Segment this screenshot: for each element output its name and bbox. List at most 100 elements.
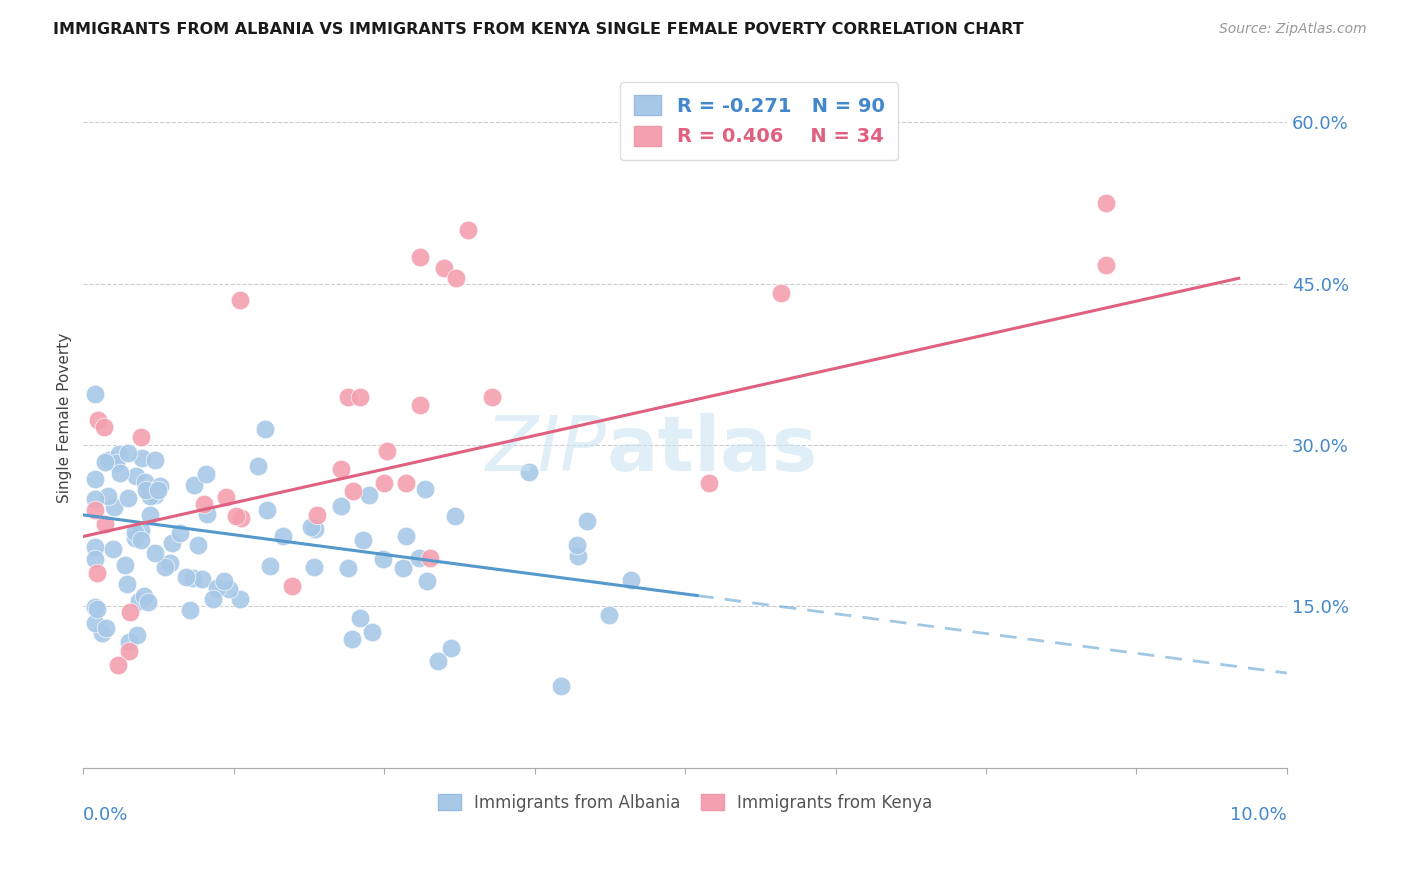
Point — [302, 559, 325, 574]
Point — [415, 482, 437, 496]
Point — [131, 451, 153, 466]
Point — [118, 644, 141, 658]
Point — [307, 508, 329, 522]
Point — [349, 390, 371, 404]
Point — [218, 582, 240, 596]
Point — [256, 502, 278, 516]
Point — [84, 472, 107, 486]
Point — [273, 529, 295, 543]
Point — [143, 545, 166, 559]
Point — [129, 533, 152, 548]
Point — [371, 551, 394, 566]
Point — [84, 503, 107, 517]
Point — [136, 595, 159, 609]
Point — [86, 566, 108, 580]
Point — [135, 483, 157, 497]
Point — [567, 549, 589, 563]
Point — [415, 574, 437, 589]
Point — [86, 602, 108, 616]
Point — [229, 510, 252, 524]
Point — [107, 657, 129, 672]
Point — [159, 556, 181, 570]
Point — [304, 522, 326, 536]
Point — [1095, 258, 1118, 272]
Text: Source: ZipAtlas.com: Source: ZipAtlas.com — [1219, 22, 1367, 37]
Point — [253, 422, 276, 436]
Point — [94, 455, 117, 469]
Legend: Immigrants from Albania, Immigrants from Kenya: Immigrants from Albania, Immigrants from… — [430, 788, 939, 819]
Point — [134, 475, 156, 489]
Text: atlas: atlas — [607, 413, 818, 486]
Point — [125, 628, 148, 642]
Point — [576, 514, 599, 528]
Point — [149, 478, 172, 492]
Point — [229, 592, 252, 607]
Point — [598, 608, 620, 623]
Point — [108, 447, 131, 461]
Point — [770, 285, 793, 300]
Point — [143, 488, 166, 502]
Point — [84, 615, 107, 630]
Point — [280, 578, 302, 592]
Point — [117, 491, 139, 505]
Point — [247, 458, 270, 473]
Point — [440, 641, 463, 656]
Point — [444, 508, 467, 523]
Point — [433, 260, 456, 275]
Point — [128, 594, 150, 608]
Point — [202, 592, 225, 607]
Point — [259, 558, 281, 573]
Point — [125, 468, 148, 483]
Point — [550, 679, 572, 693]
Point — [84, 491, 107, 506]
Point — [91, 626, 114, 640]
Point — [181, 571, 204, 585]
Point — [183, 477, 205, 491]
Point — [84, 600, 107, 615]
Point — [143, 453, 166, 467]
Point — [229, 293, 252, 307]
Point — [457, 223, 479, 237]
Y-axis label: Single Female Poverty: Single Female Poverty — [58, 333, 72, 503]
Point — [84, 551, 107, 566]
Point — [87, 413, 110, 427]
Point — [93, 420, 115, 434]
Point — [225, 509, 247, 524]
Point — [129, 430, 152, 444]
Point — [118, 605, 141, 619]
Point — [169, 526, 191, 541]
Point — [84, 541, 107, 555]
Point — [103, 542, 125, 557]
Text: ZIP: ZIP — [486, 413, 607, 486]
Point — [481, 390, 503, 404]
Point — [426, 654, 449, 668]
Point — [392, 561, 415, 575]
Point — [357, 488, 380, 502]
Point — [103, 500, 125, 514]
Point — [375, 444, 398, 458]
Point — [94, 517, 117, 532]
Point — [342, 484, 364, 499]
Text: IMMIGRANTS FROM ALBANIA VS IMMIGRANTS FROM KENYA SINGLE FEMALE POVERTY CORRELATI: IMMIGRANTS FROM ALBANIA VS IMMIGRANTS FR… — [53, 22, 1024, 37]
Point — [105, 456, 128, 470]
Point — [115, 577, 138, 591]
Point — [349, 610, 371, 624]
Point — [146, 483, 169, 497]
Point — [1095, 196, 1118, 211]
Point — [337, 390, 360, 404]
Point — [620, 573, 643, 587]
Point — [419, 551, 441, 566]
Point — [124, 524, 146, 539]
Point — [131, 524, 153, 538]
Point — [408, 551, 430, 566]
Point — [187, 538, 209, 552]
Point — [98, 453, 121, 467]
Point — [139, 508, 162, 522]
Point — [299, 520, 322, 534]
Point — [108, 466, 131, 480]
Point — [342, 632, 364, 646]
Point — [195, 508, 218, 522]
Point — [330, 499, 353, 513]
Point — [179, 603, 201, 617]
Point — [212, 574, 235, 589]
